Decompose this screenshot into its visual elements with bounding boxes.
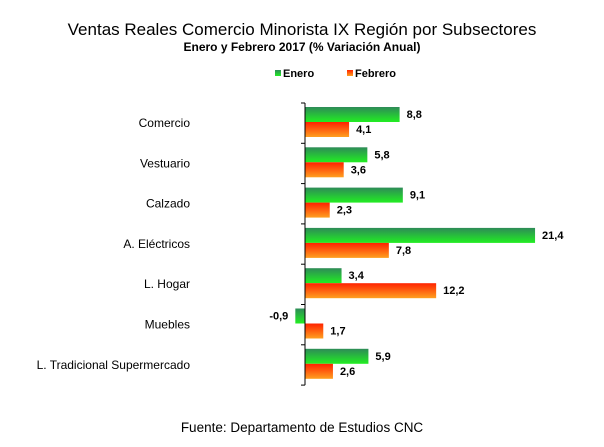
source-note: Fuente: Departamento de Estudios CNC bbox=[180, 420, 424, 435]
data-label: 4,1 bbox=[356, 124, 371, 136]
data-label: 7,8 bbox=[396, 245, 411, 257]
bar-febrero bbox=[305, 283, 437, 299]
data-label: 8,8 bbox=[407, 109, 422, 121]
bar-febrero bbox=[305, 242, 389, 258]
data-label: 3,6 bbox=[351, 164, 366, 176]
category-label: Muebles bbox=[145, 318, 190, 332]
data-label: 21,4 bbox=[542, 230, 564, 242]
category-label: Vestuario bbox=[140, 156, 190, 170]
bar-enero bbox=[305, 227, 536, 243]
data-label: 9,1 bbox=[410, 190, 425, 202]
category-label: Comercio bbox=[139, 116, 191, 130]
legend-swatch-enero bbox=[275, 70, 281, 76]
bar-enero bbox=[305, 187, 403, 203]
chart-subtitle: Enero y Febrero 2017 (% Variación Anual) bbox=[183, 40, 421, 54]
legend: Enero Febrero bbox=[275, 68, 396, 80]
category-label: A. Eléctricos bbox=[123, 237, 190, 251]
bar-enero bbox=[305, 268, 342, 284]
data-label: -0,9 bbox=[269, 311, 288, 323]
data-label: 1,7 bbox=[330, 326, 345, 338]
bar-febrero bbox=[305, 162, 344, 178]
data-label: 5,9 bbox=[375, 351, 390, 363]
bar-enero bbox=[295, 308, 305, 324]
legend-label-enero: Enero bbox=[283, 68, 314, 80]
bar-febrero bbox=[305, 323, 324, 339]
bar-febrero bbox=[305, 202, 330, 218]
data-label: 2,3 bbox=[337, 205, 352, 217]
bar-enero bbox=[305, 147, 368, 163]
data-label: 3,4 bbox=[349, 270, 365, 282]
category-label: L. Tradicional Supermercado bbox=[37, 358, 191, 372]
chart-title: Ventas Reales Comercio Minorista IX Regi… bbox=[67, 20, 537, 39]
data-label: 2,6 bbox=[340, 366, 355, 378]
bar-febrero bbox=[305, 122, 350, 137]
data-label: 5,8 bbox=[374, 149, 389, 161]
bar-enero bbox=[305, 348, 369, 364]
legend-swatch-febrero bbox=[347, 70, 353, 76]
category-label: Calzado bbox=[146, 197, 190, 211]
bar-enero bbox=[305, 107, 400, 122]
bar-febrero bbox=[305, 363, 333, 379]
data-label: 12,2 bbox=[443, 285, 464, 297]
legend-label-febrero: Febrero bbox=[355, 68, 396, 80]
category-label: L. Hogar bbox=[144, 277, 190, 291]
